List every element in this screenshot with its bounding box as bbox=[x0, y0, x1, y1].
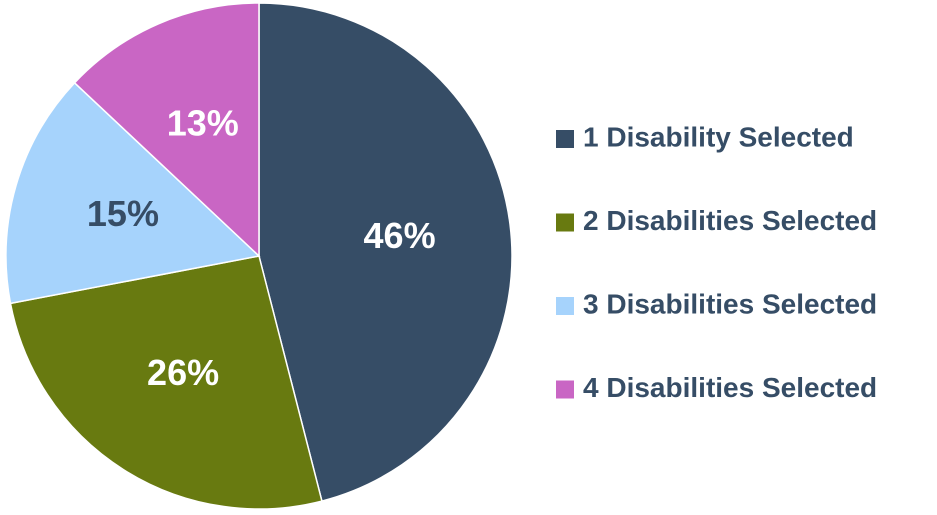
legend-label: 2 Disabilities Selected bbox=[583, 205, 877, 236]
legend-label: 4 Disabilities Selected bbox=[583, 372, 877, 403]
legend-label: 3 Disabilities Selected bbox=[583, 288, 877, 319]
pie-slice bbox=[9, 255, 323, 510]
pie-slice bbox=[5, 81, 261, 305]
legend-swatch bbox=[556, 130, 574, 148]
data-label: 13% bbox=[167, 102, 239, 143]
data-label: 26% bbox=[147, 352, 219, 393]
data-label: 15% bbox=[87, 193, 159, 234]
legend-swatch bbox=[556, 297, 574, 315]
legend-label: 1 Disability Selected bbox=[583, 121, 854, 152]
legend-swatch bbox=[556, 213, 574, 232]
pie-slice bbox=[258, 2, 513, 502]
pie-slice bbox=[73, 2, 260, 258]
data-label: 46% bbox=[364, 215, 436, 256]
legend-swatch bbox=[556, 380, 574, 399]
